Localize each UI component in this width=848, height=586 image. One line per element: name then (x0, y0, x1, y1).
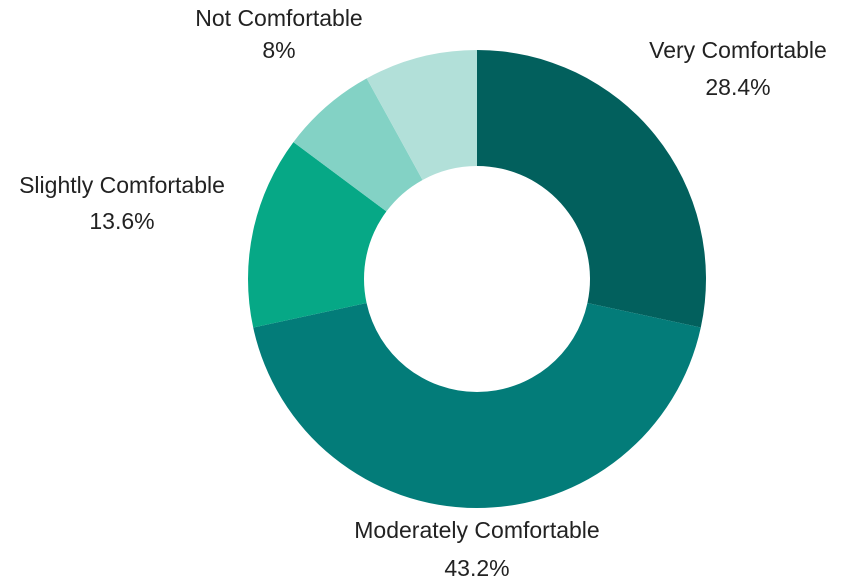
slice-slightly-comfortable (248, 142, 387, 328)
slice-label-not-comfortable: Not Comfortable (195, 5, 362, 31)
slice-value-very-comfortable: 28.4% (705, 74, 770, 100)
slice-value-moderately-comfortable: 43.2% (444, 555, 509, 581)
slice-value-not-comfortable: 8% (262, 37, 295, 63)
labels-group: Very Comfortable 28.4% Moderately Comforta… (19, 5, 827, 581)
slice-value-slightly-comfortable: 13.6% (89, 208, 154, 234)
slice-label-moderately-comfortable: Moderately Comfortable (354, 517, 599, 543)
slice-moderately-comfortable (253, 302, 701, 508)
slice-not-comfortable (366, 50, 477, 180)
slice-very-comfortable (477, 50, 706, 328)
slice-label-slightly-comfortable: Slightly Comfortable (19, 172, 225, 198)
slices-group (248, 50, 706, 508)
slice-label-very-comfortable: Very Comfortable (649, 37, 827, 63)
slice-slice-3 (293, 78, 423, 212)
